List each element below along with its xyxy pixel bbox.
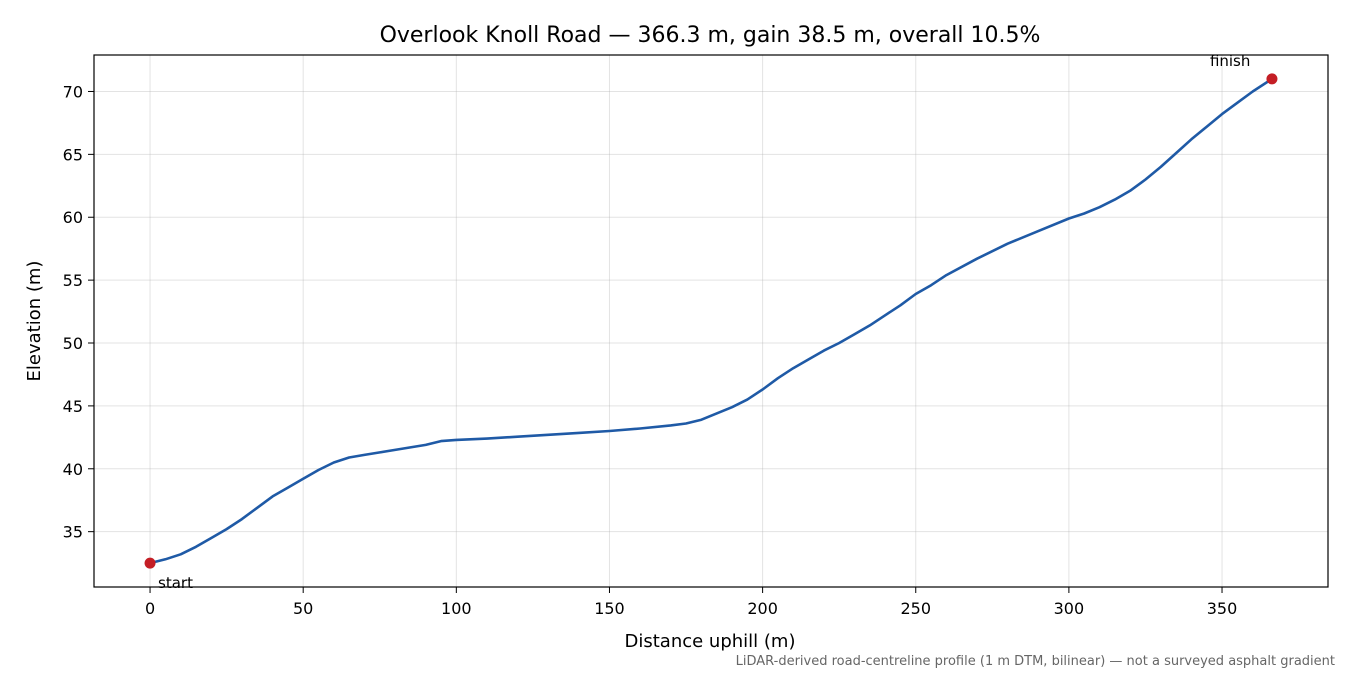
x-tick-label: 350: [1207, 599, 1238, 618]
y-tick-label: 55: [63, 271, 83, 290]
x-tick-label: 250: [900, 599, 931, 618]
x-tick-label: 0: [145, 599, 155, 618]
x-tick-label: 300: [1054, 599, 1085, 618]
finish-label: finish: [1210, 52, 1250, 70]
plot-frame: [93, 54, 1329, 588]
start-marker: [144, 557, 156, 569]
y-axis-label: Elevation (m): [24, 261, 45, 382]
y-tick-label: 50: [63, 334, 83, 353]
elevation-line: [148, 77, 1274, 565]
x-tick-label: 100: [441, 599, 472, 618]
x-tick-label: 200: [747, 599, 778, 618]
y-tick-label: 45: [63, 397, 83, 416]
y-tick-label: 70: [63, 82, 83, 101]
chart-title: Overlook Knoll Road — 366.3 m, gain 38.5…: [380, 23, 1041, 48]
chart-caption: LiDAR-derived road-centreline profile (1…: [736, 654, 1335, 669]
start-label: start: [158, 574, 193, 592]
grid: [94, 55, 1328, 587]
finish-marker: [1266, 73, 1278, 85]
y-tick-label: 40: [63, 460, 83, 479]
y-axis-ticks: 35 40 45 50 55 60 65 70: [63, 82, 94, 542]
series-layer: [148, 77, 1274, 565]
y-tick-label: 60: [63, 208, 83, 227]
y-tick-label: 35: [63, 523, 83, 542]
y-tick-label: 65: [63, 145, 83, 164]
x-axis-ticks: 0 50 100 150 200 250 300 350: [145, 587, 1237, 618]
marker-layer: start finish: [144, 52, 1278, 592]
x-tick-label: 50: [293, 599, 313, 618]
x-tick-label: 150: [594, 599, 625, 618]
x-axis-label: Distance uphill (m): [625, 631, 796, 652]
